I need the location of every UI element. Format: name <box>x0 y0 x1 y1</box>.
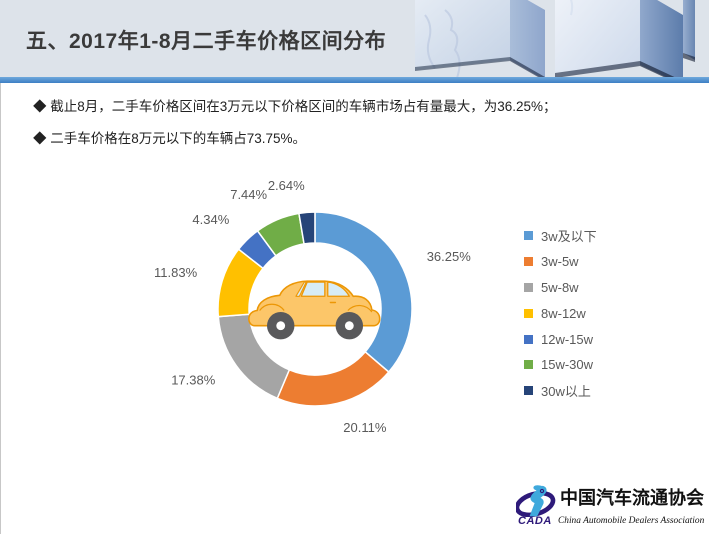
svg-text:7.44%: 7.44% <box>230 187 267 202</box>
svg-text:11.83%: 11.83% <box>154 265 198 280</box>
svg-text:17.38%: 17.38% <box>171 372 216 387</box>
svg-text:20.11%: 20.11% <box>343 420 387 435</box>
svg-text:4.34%: 4.34% <box>192 212 229 227</box>
svg-text:36.25%: 36.25% <box>427 249 472 264</box>
svg-text:2.64%: 2.64% <box>268 178 305 193</box>
